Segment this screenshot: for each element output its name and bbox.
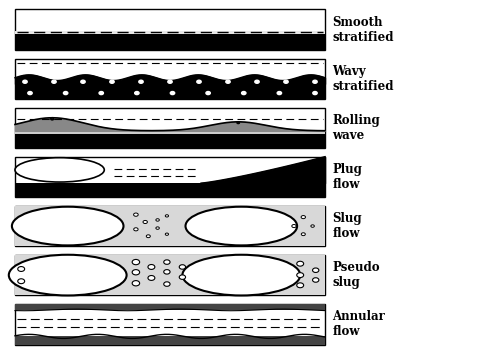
Bar: [15, 206, 325, 246]
Circle shape: [132, 270, 140, 275]
Circle shape: [313, 80, 317, 83]
Ellipse shape: [15, 158, 104, 182]
Circle shape: [81, 80, 85, 83]
Circle shape: [156, 227, 160, 229]
Circle shape: [134, 228, 138, 231]
Text: Pseudo
slug: Pseudo slug: [332, 261, 380, 289]
Circle shape: [143, 221, 148, 223]
Circle shape: [255, 80, 259, 83]
Text: Rolling
wave: Rolling wave: [332, 114, 380, 142]
Circle shape: [301, 216, 306, 219]
Circle shape: [164, 260, 170, 264]
Bar: [15, 183, 325, 198]
Bar: [15, 31, 325, 34]
Circle shape: [134, 213, 138, 216]
Circle shape: [296, 273, 304, 278]
Circle shape: [179, 265, 186, 269]
Circle shape: [28, 92, 32, 95]
Circle shape: [242, 92, 246, 95]
Circle shape: [197, 80, 201, 83]
Bar: [15, 206, 325, 246]
Circle shape: [18, 279, 24, 284]
Circle shape: [148, 264, 155, 269]
Circle shape: [312, 268, 319, 273]
Circle shape: [166, 233, 168, 235]
Circle shape: [18, 267, 24, 272]
Circle shape: [226, 80, 230, 83]
Bar: [15, 255, 325, 296]
Circle shape: [64, 92, 68, 95]
Circle shape: [292, 224, 296, 228]
Circle shape: [284, 80, 288, 83]
Circle shape: [206, 92, 210, 95]
Bar: [15, 134, 325, 148]
Text: Plug
flow: Plug flow: [332, 163, 362, 191]
Circle shape: [99, 92, 103, 95]
Circle shape: [296, 261, 304, 266]
Ellipse shape: [12, 207, 124, 245]
Circle shape: [170, 92, 174, 95]
Bar: [15, 156, 325, 198]
Circle shape: [52, 80, 56, 83]
Ellipse shape: [186, 207, 297, 245]
Circle shape: [146, 235, 150, 238]
Circle shape: [164, 270, 170, 274]
Circle shape: [166, 215, 168, 217]
Circle shape: [179, 275, 186, 279]
Bar: [15, 108, 325, 148]
Circle shape: [132, 259, 140, 265]
Bar: [15, 131, 325, 134]
Circle shape: [139, 80, 143, 83]
Ellipse shape: [9, 255, 127, 296]
Circle shape: [110, 80, 114, 83]
Bar: [15, 304, 325, 344]
Bar: [15, 10, 325, 50]
Circle shape: [313, 92, 317, 95]
Bar: [15, 58, 325, 99]
Circle shape: [168, 80, 172, 83]
Circle shape: [132, 281, 140, 286]
Circle shape: [296, 283, 304, 288]
Text: Wavy
stratified: Wavy stratified: [332, 65, 394, 93]
Circle shape: [134, 92, 139, 95]
Ellipse shape: [182, 255, 300, 296]
Bar: [15, 84, 325, 99]
Circle shape: [164, 282, 170, 286]
Circle shape: [312, 278, 319, 282]
Bar: [15, 304, 325, 310]
Circle shape: [156, 219, 160, 221]
Circle shape: [311, 225, 314, 227]
Circle shape: [148, 275, 155, 280]
Bar: [15, 336, 325, 344]
Bar: [15, 255, 325, 296]
Bar: [15, 34, 325, 50]
Text: Annular
flow: Annular flow: [332, 310, 386, 338]
Text: Smooth
stratified: Smooth stratified: [332, 16, 394, 44]
Circle shape: [302, 233, 306, 236]
Circle shape: [277, 92, 281, 95]
Circle shape: [23, 80, 27, 83]
Text: Slug
flow: Slug flow: [332, 212, 362, 240]
